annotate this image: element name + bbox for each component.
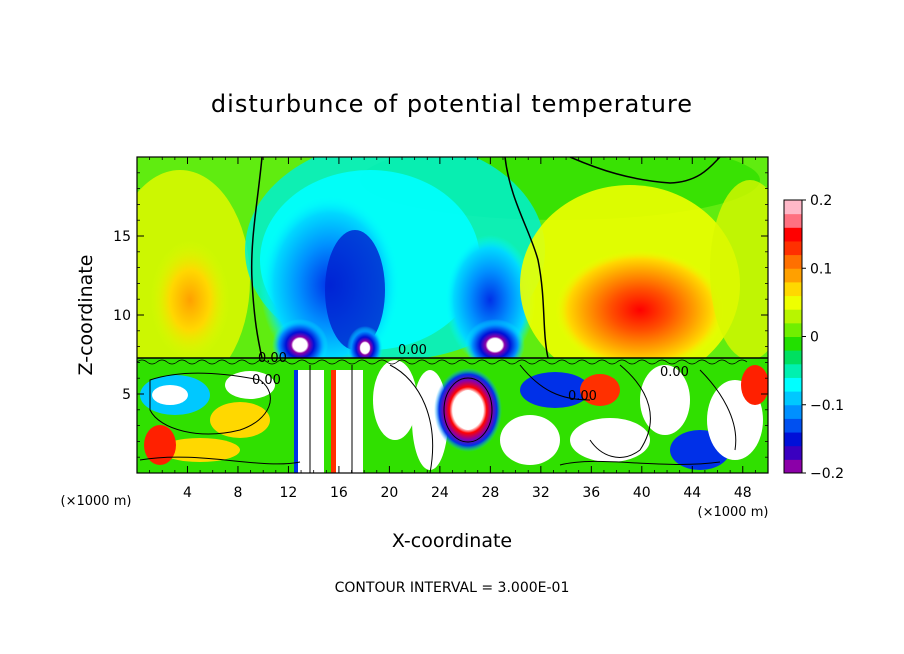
x-axis-ticks: 4 8 12 16 20 24 28 32 36 40 44 48: [149, 157, 756, 501]
x-tick-label-48: 48: [734, 485, 752, 501]
chart-title: disturbunce of potential temperature: [211, 90, 693, 118]
field-orange-left: [150, 240, 230, 360]
field-blue-core: [325, 230, 385, 350]
x-tick-label-12: 12: [280, 485, 298, 501]
x-tick-label-36: 36: [582, 485, 600, 501]
contour-label-3: 0.00: [398, 343, 427, 358]
colorbar-swatch: [784, 227, 802, 242]
field-red-right: [555, 250, 725, 370]
y-tick-label-10: 10: [113, 308, 131, 324]
eddy-left-6: [144, 425, 176, 465]
contour-zero-right: [504, 157, 549, 359]
contour-label-5: 0.00: [660, 365, 689, 380]
column-2-edge: [331, 370, 336, 473]
interface-wiggles: [137, 359, 748, 365]
column-2: [335, 370, 363, 473]
eddy-mid-3: [500, 415, 560, 465]
colorbar: 0.2 0.1 0 −0.1 −0.2: [783, 193, 844, 482]
eddy-left-5: [160, 438, 240, 462]
y-tick-label-5: 5: [122, 387, 131, 403]
colorbar-swatch: [784, 295, 802, 310]
eddy-right-2: [640, 365, 690, 435]
x-axis-label: X-coordinate: [392, 530, 512, 552]
colorbar-swatch: [784, 336, 802, 351]
colorbar-swatch: [784, 322, 802, 337]
colorbar-swatch: [784, 391, 802, 406]
contour-lower-6: [139, 456, 721, 466]
colorbar-swatch: [784, 309, 802, 324]
contour-interval-note: CONTOUR INTERVAL = 3.000E-01: [335, 580, 570, 596]
eddy-mid-1: [373, 360, 417, 440]
x-tick-label-32: 32: [532, 485, 550, 501]
y-tick-label-15: 15: [113, 229, 131, 245]
colorbar-swatch: [784, 404, 802, 419]
eddy-right-1: [570, 418, 650, 462]
x-tick-label-4: 4: [183, 485, 192, 501]
column-1-edge: [294, 370, 298, 473]
x-tick-label-24: 24: [431, 485, 449, 501]
eddy-right-6: [741, 365, 768, 405]
colorbar-tick-label: 0.2: [810, 193, 832, 209]
contour-label-4: 0.00: [568, 389, 597, 404]
colorbar-swatch: [784, 200, 802, 215]
contour-label-2: 0.00: [252, 373, 281, 388]
eddy-left-2: [152, 385, 188, 405]
colorbar-swatch: [784, 377, 802, 392]
colorbar-swatch: [784, 432, 802, 447]
colorbar-swatch: [784, 240, 802, 256]
colorbar-swatch: [784, 363, 802, 378]
field-yellow-far-right: [710, 180, 768, 360]
column-1: [298, 370, 324, 473]
colorbar-swatch: [784, 418, 802, 433]
colorbar-swatch: [784, 445, 802, 460]
contour-lower-1: [149, 372, 271, 435]
colorbar-tick-label: −0.2: [810, 466, 844, 482]
y-axis-ticks: 5 10 15: [113, 172, 768, 458]
colorbar-swatch: [784, 459, 802, 474]
colorbar-tick-label: −0.1: [810, 398, 844, 414]
contour-labels: 0.00 0.00 0.00 0.00 0.00: [252, 343, 689, 404]
colorbar-swatch: [784, 254, 802, 269]
x-tick-label-8: 8: [233, 485, 242, 501]
x-tick-label-20: 20: [380, 485, 398, 501]
contour-lower-5: [589, 364, 737, 458]
y-unit-label: (×1000 m): [698, 505, 769, 520]
eddy-ring-core: [455, 390, 481, 430]
contour-lower-3: [443, 377, 493, 443]
x-tick-label-28: 28: [481, 485, 499, 501]
contour-zero-left: [250, 157, 263, 359]
x-tick-label-44: 44: [683, 485, 701, 501]
contour-top-right: [569, 157, 721, 184]
colorbar-tick-label: 0: [810, 330, 819, 346]
colorbar-tick-label: 0.1: [810, 261, 832, 277]
x-tick-label-16: 16: [330, 485, 348, 501]
contour-label-1: 0.00: [258, 351, 287, 366]
eddy-left-3: [210, 402, 270, 438]
plot-area: [137, 157, 768, 473]
x-unit-label: (×1000 m): [61, 494, 132, 509]
contour-lower-4: [389, 364, 591, 473]
eddy-right-5: [580, 374, 620, 406]
x-tick-label-40: 40: [633, 485, 651, 501]
contour-lower-2: [309, 365, 353, 473]
colorbar-swatch: [784, 281, 802, 297]
colorbar-swatch: [784, 213, 802, 228]
colorbar-swatch: [784, 350, 802, 365]
eddy-left-4: [225, 371, 275, 399]
y-axis-label: Z-coordinate: [75, 255, 97, 376]
colorbar-swatch: [784, 268, 802, 283]
